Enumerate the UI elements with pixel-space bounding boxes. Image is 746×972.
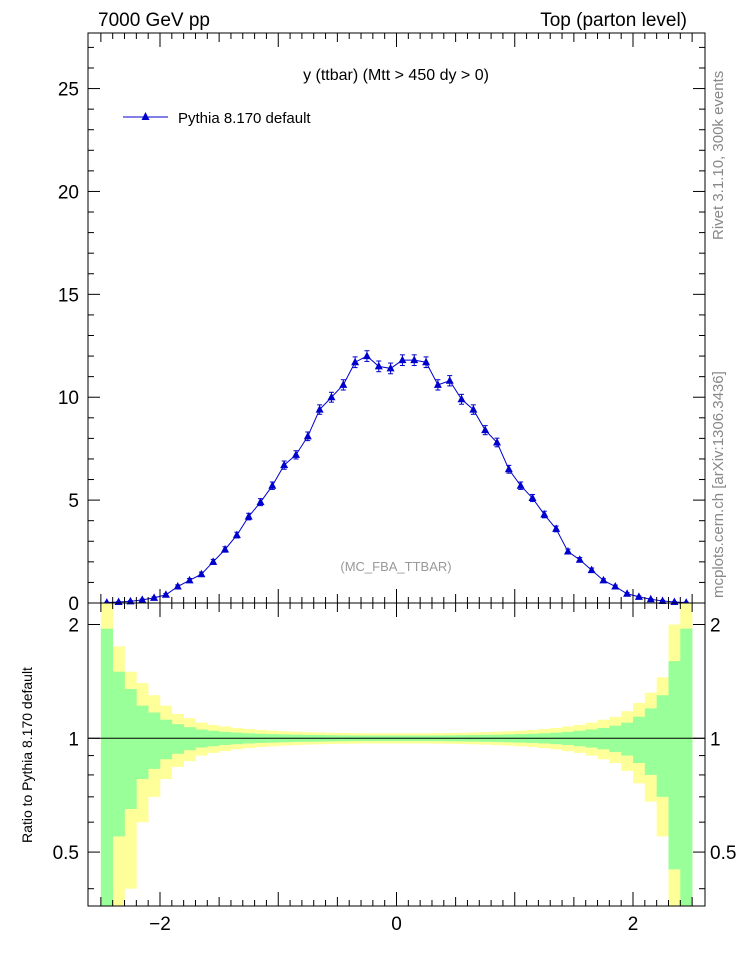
- data-point: [504, 464, 513, 473]
- ratio-ytick-label-right: 0.5: [710, 843, 736, 864]
- inner-band-bin: [633, 716, 646, 764]
- data-point: [516, 481, 525, 489]
- legend-marker: [141, 112, 150, 120]
- data-point: [197, 569, 206, 578]
- data-point: [469, 405, 478, 413]
- main-ytick-label: 0: [68, 594, 79, 615]
- energy-label: 7000 GeV pp: [98, 10, 210, 31]
- inner-band-bin: [680, 628, 693, 906]
- inner-band-bin: [124, 689, 137, 810]
- main-ytick-label: 15: [58, 285, 79, 306]
- data-point: [150, 593, 159, 601]
- data-point: [410, 355, 419, 364]
- data-point: [658, 596, 667, 604]
- data-point: [221, 544, 230, 553]
- data-point: [268, 481, 277, 489]
- inner-band-bin: [148, 712, 161, 769]
- data-point: [433, 380, 442, 388]
- inner-band-bin: [160, 719, 173, 760]
- legend-label: Pythia 8.170 default: [178, 110, 311, 127]
- data-point: [351, 357, 360, 366]
- data-point: [327, 392, 336, 401]
- legend: Pythia 8.170 default: [123, 110, 311, 127]
- data-point: [303, 431, 312, 440]
- data-point: [232, 530, 241, 539]
- data-point: [493, 437, 502, 446]
- ratio-ylabel: Ratio to Pythia 8.170 default: [19, 667, 35, 843]
- data-point: [398, 355, 407, 364]
- data-point: [280, 460, 289, 469]
- main-ytick-label: 5: [68, 491, 79, 512]
- analysis-watermark: (MC_FBA_TTBAR): [340, 559, 451, 574]
- data-point: [374, 361, 383, 370]
- inner-band-bin: [112, 671, 125, 837]
- main-ytick-label: 20: [58, 182, 79, 203]
- data-point: [339, 380, 348, 388]
- rivet-label: Rivet 3.1.10, 300k events: [710, 71, 727, 240]
- inner-band-bin: [668, 661, 681, 870]
- data-point: [445, 376, 454, 384]
- data-point: [623, 589, 632, 597]
- xtick-label: −2: [149, 914, 171, 935]
- data-point: [386, 363, 395, 372]
- inner-band-bin: [644, 708, 657, 775]
- data-point: [575, 555, 584, 563]
- data-point: [563, 547, 572, 555]
- data-point: [185, 575, 194, 584]
- data-point: [362, 351, 371, 360]
- data-point: [587, 565, 596, 574]
- ratio-ytick-label-right: 1: [710, 729, 721, 750]
- xtick-label: 0: [391, 914, 402, 935]
- inner-band-bin: [656, 695, 669, 797]
- data-point: [126, 596, 135, 605]
- data-point: [209, 557, 218, 565]
- ratio-ytick-label: 0.5: [53, 843, 79, 864]
- data-point: [138, 595, 147, 603]
- data-point: [646, 594, 655, 603]
- data-point: [422, 357, 431, 366]
- data-point: [256, 497, 265, 506]
- inner-band-bin: [171, 724, 184, 754]
- inner-band-bin: [100, 628, 113, 906]
- main-title: y (ttbar) (Mtt > 450 dy > 0): [303, 67, 489, 84]
- data-point: [552, 524, 561, 532]
- data-point: [481, 425, 490, 434]
- source-label: mcplots.cern.ch [arXiv:1306.3436]: [710, 371, 727, 598]
- ratio-ytick-label: 2: [68, 616, 79, 637]
- data-point: [634, 592, 643, 600]
- inner-band-bin: [136, 705, 149, 780]
- xtick-label: 2: [628, 914, 639, 935]
- main-ytick-label: 25: [58, 80, 79, 101]
- data-point: [114, 597, 123, 605]
- data-point: [670, 597, 679, 605]
- ratio-ytick-label-right: 2: [710, 616, 721, 637]
- data-point: [315, 405, 324, 413]
- data-point: [611, 582, 620, 590]
- data-point: [161, 590, 170, 598]
- ratio-panel: 0.5 0.5 1 1 2 2 −2 0 2 Ratio to Pythia 8.170 def…: [19, 602, 736, 935]
- data-point: [540, 510, 549, 518]
- ratio-ytick-label: 1: [68, 729, 79, 750]
- data-point: [528, 493, 537, 502]
- data-point: [173, 582, 182, 590]
- data-point: [457, 394, 466, 403]
- data-point: [244, 512, 253, 520]
- data-point: [599, 575, 608, 584]
- data-point: [291, 450, 300, 458]
- process-label: Top (parton level): [540, 10, 687, 31]
- inner-band-bin: [609, 725, 622, 752]
- main-ytick-label: 10: [58, 388, 79, 409]
- inner-band-bin: [621, 722, 634, 756]
